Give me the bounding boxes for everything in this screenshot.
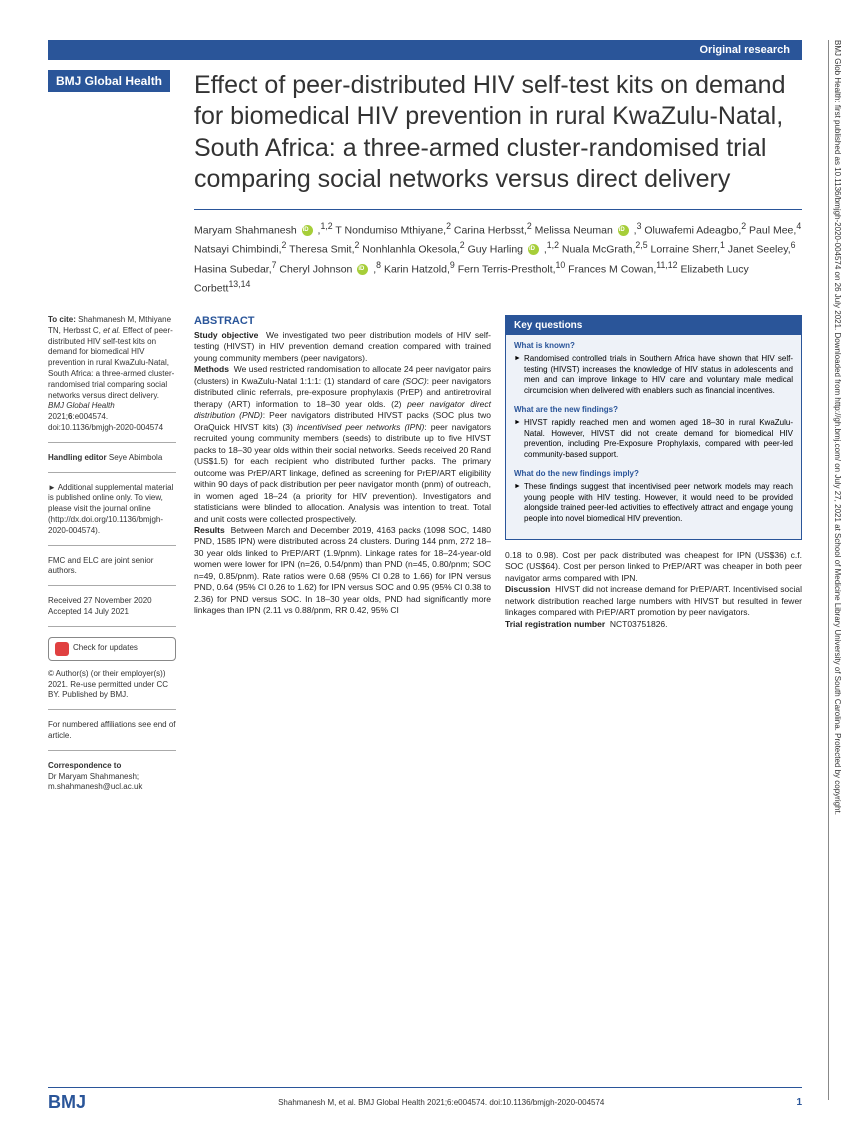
abstract-heading: ABSTRACT bbox=[194, 315, 491, 327]
title-divider bbox=[194, 209, 802, 210]
bmj-logo: BMJ bbox=[48, 1092, 86, 1113]
correspondence-block: Correspondence toDr Maryam Shahmanesh;m.… bbox=[48, 761, 176, 793]
kq-q3: What do the new findings imply? bbox=[514, 469, 793, 480]
kq-a2: HIVST rapidly reached men and women aged… bbox=[514, 418, 793, 461]
key-questions-box: Key questions What is known? Randomised … bbox=[505, 315, 802, 540]
crossmark-icon bbox=[55, 642, 69, 656]
supplement-block: ► Additional supplemental material is pu… bbox=[48, 483, 176, 546]
key-questions-heading: Key questions bbox=[506, 316, 801, 335]
kq-a3: These findings suggest that incentivised… bbox=[514, 482, 793, 525]
citation-block: To cite: Shahmanesh M, Mthiyane TN, Herb… bbox=[48, 315, 176, 443]
kq-q1: What is known? bbox=[514, 341, 793, 352]
editor-block: Handling editor Seye Abimbola bbox=[48, 453, 176, 473]
senior-authors-block: FMC and ELC are joint senior authors. bbox=[48, 556, 176, 587]
footer-citation: Shahmanesh M, et al. BMJ Global Health 2… bbox=[278, 1098, 604, 1107]
sidebar-meta: To cite: Shahmanesh M, Mthiyane TN, Herb… bbox=[48, 315, 176, 793]
authors-list: Maryam Shahmanesh ,1,2 T Nondumiso Mthiy… bbox=[194, 220, 802, 297]
page-footer: BMJ Shahmanesh M, et al. BMJ Global Heal… bbox=[48, 1087, 802, 1113]
dates-block: Received 27 November 2020Accepted 14 Jul… bbox=[48, 596, 176, 627]
check-updates-label: Check for updates bbox=[73, 643, 138, 654]
journal-badge: BMJ Global Health bbox=[48, 70, 170, 92]
download-watermark: BMJ Glob Health: first published as 10.1… bbox=[828, 40, 842, 1100]
kq-a1: Randomised controlled trials in Southern… bbox=[514, 354, 793, 397]
kq-q2: What are the new findings? bbox=[514, 405, 793, 416]
page-number: 1 bbox=[796, 1097, 802, 1108]
category-bar: Original research bbox=[48, 40, 802, 60]
abstract-continuation: 0.18 to 0.98). Cost per pack distributed… bbox=[505, 550, 802, 630]
article-title: Effect of peer-distributed HIV self-test… bbox=[194, 70, 802, 195]
license-block: © Author(s) (or their employer(s)) 2021.… bbox=[48, 669, 176, 710]
affiliations-note: For numbered affiliations see end of art… bbox=[48, 720, 176, 751]
check-updates-button[interactable]: Check for updates bbox=[48, 637, 176, 661]
abstract-body: Study objective We investigated two peer… bbox=[194, 330, 491, 617]
